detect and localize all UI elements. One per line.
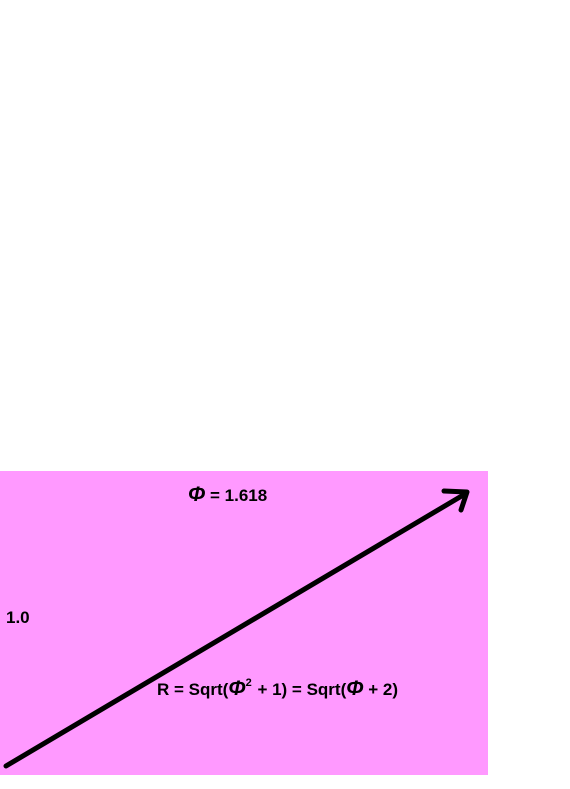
phi-symbol: Φ [188, 483, 206, 506]
phi-value-text: = 1.618 [205, 486, 268, 505]
radius-square: 2 [245, 677, 252, 689]
radius-mid: + 1) = Sqrt( [252, 680, 347, 699]
diagonal-arrow-shaft [3, 491, 468, 769]
height-label: 1.0 [6, 608, 30, 627]
phi-value-label: Φ = 1.618 [188, 483, 267, 507]
phi-symbol: Φ [228, 677, 246, 700]
arrow-icon [3, 488, 470, 769]
radius-suffix: + 2) [363, 680, 399, 699]
radius-prefix: R = Sqrt( [157, 680, 229, 699]
radius-formula-label: R = Sqrt(Φ2 + 1) = Sqrt(Φ + 2) [157, 677, 398, 701]
diagonal-arrow-head [441, 488, 470, 513]
phi-symbol: Φ [346, 677, 364, 700]
